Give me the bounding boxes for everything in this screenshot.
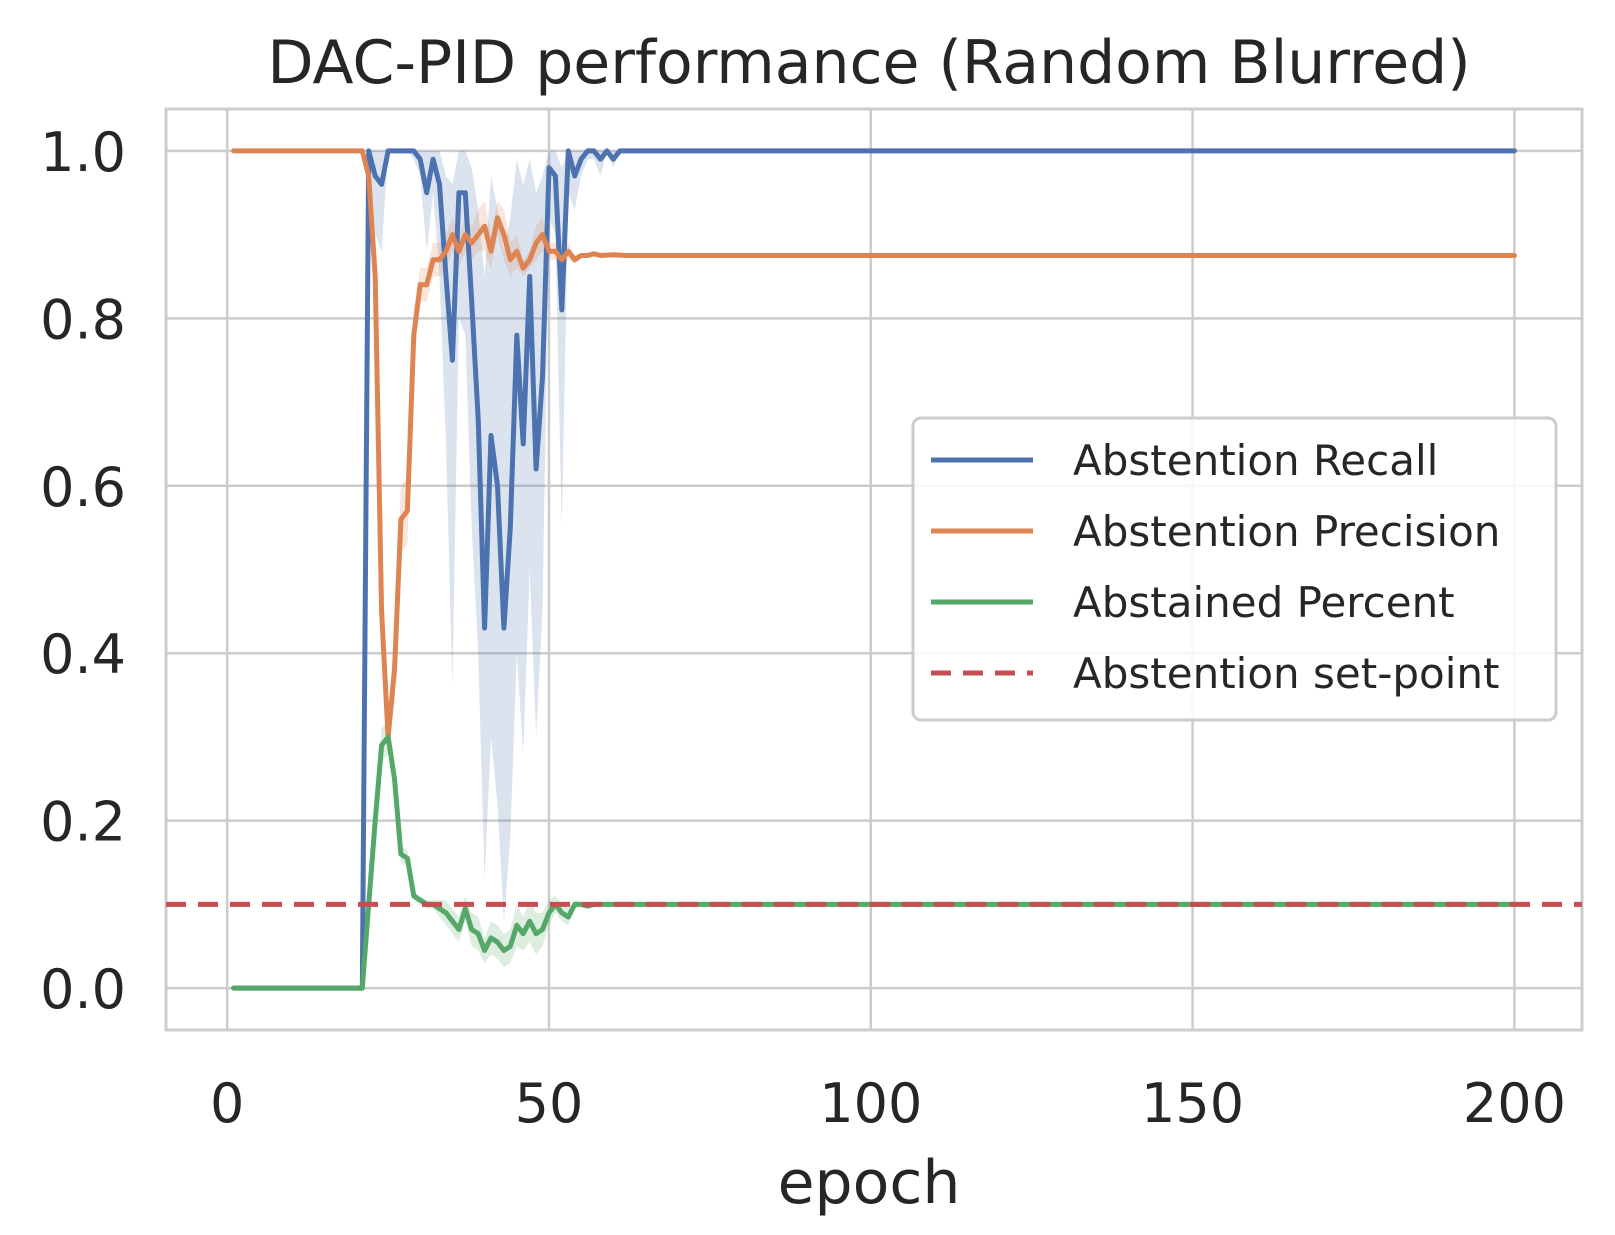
x-tick-label: 50 xyxy=(515,1072,584,1135)
legend-label-abstention-recall: Abstention Recall xyxy=(1073,436,1438,485)
y-tick-label: 1.0 xyxy=(40,121,126,184)
x-tick-label: 100 xyxy=(819,1072,922,1135)
legend-label-abstained-percent: Abstained Percent xyxy=(1073,578,1455,627)
confidence-bands xyxy=(233,150,1515,989)
x-axis-label: epoch xyxy=(778,1148,961,1218)
legend-box xyxy=(911,416,1558,722)
tick-labels: 0 50 100 150 200 0.0 0.2 0.4 0.6 0.8 1.0 xyxy=(40,121,1566,1135)
x-tick-label: 200 xyxy=(1463,1072,1566,1135)
legend-label-abstention-precision: Abstention Precision xyxy=(1073,507,1500,556)
x-tick-label: 0 xyxy=(210,1072,244,1135)
y-tick-label: 0.8 xyxy=(40,288,126,351)
y-tick-label: 0.0 xyxy=(40,958,126,1021)
abstention-precision-line xyxy=(231,148,1517,740)
legend-label-abstention-set-point: Abstention set-point xyxy=(1073,649,1499,698)
x-tick-label: 150 xyxy=(1141,1072,1244,1135)
y-tick-label: 0.6 xyxy=(40,456,126,519)
chart-title: DAC-PID performance (Random Blurred) xyxy=(267,28,1470,98)
y-tick-label: 0.2 xyxy=(40,791,126,854)
series-lines xyxy=(166,148,1582,991)
legend: Abstention Recall Abstention Precision Abs… xyxy=(911,416,1558,722)
y-tick-label: 0.4 xyxy=(40,623,126,686)
abstention-recall-band xyxy=(233,150,1515,989)
abstention-recall-line xyxy=(231,148,1517,991)
grid-lines xyxy=(166,109,1582,1030)
